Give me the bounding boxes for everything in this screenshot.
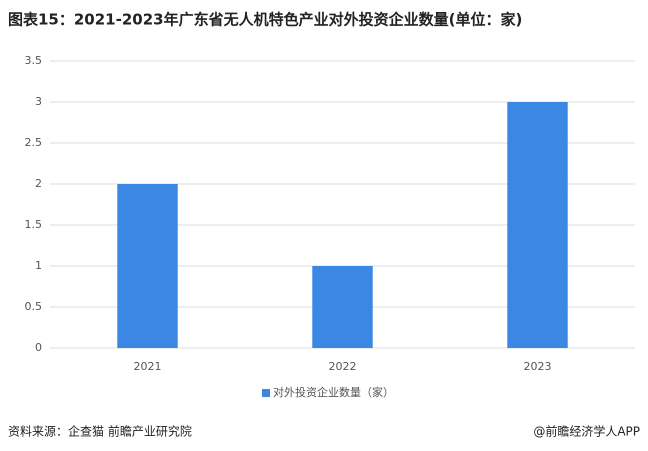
y-tick-label: 2 bbox=[35, 177, 42, 190]
x-tick-label: 2023 bbox=[524, 360, 552, 373]
x-tick-label: 2022 bbox=[329, 360, 357, 373]
chart-title: 图表15：2021-2023年广东省无人机特色产业对外投资企业数量(单位：家) bbox=[8, 11, 522, 29]
legend-label: 对外投资企业数量（家） bbox=[273, 385, 394, 399]
credit-note: @前瞻经济学人APP bbox=[533, 424, 640, 439]
y-tick-label: 3.5 bbox=[25, 54, 43, 67]
bar bbox=[117, 184, 178, 348]
y-tick-label: 0 bbox=[35, 341, 42, 354]
bar bbox=[312, 266, 373, 348]
bar bbox=[507, 102, 568, 348]
source-note: 资料来源：企查猫 前瞻产业研究院 bbox=[8, 424, 192, 439]
y-tick-label: 2.5 bbox=[25, 136, 43, 149]
x-tick-label: 2021 bbox=[134, 360, 162, 373]
y-tick-label: 0.5 bbox=[25, 300, 43, 313]
y-tick-label: 1.5 bbox=[25, 218, 43, 231]
y-tick-label: 1 bbox=[35, 259, 42, 272]
legend-swatch bbox=[262, 389, 270, 397]
y-tick-label: 3 bbox=[35, 95, 42, 108]
